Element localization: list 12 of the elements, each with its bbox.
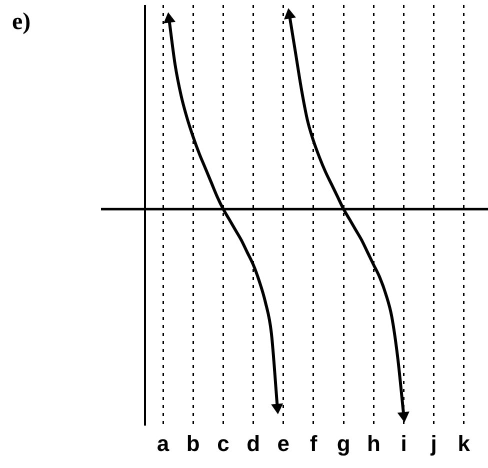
x-tick-label: a [156,430,170,456]
x-tick-label: k [458,430,471,456]
x-tick-label: j [430,430,437,456]
x-tick-label: e [277,430,290,456]
x-tick-label: c [217,430,230,456]
x-tick-label: f [310,430,318,456]
x-tick-label: b [186,430,200,456]
x-tick-label: h [366,430,380,456]
x-tick-label: i [400,430,407,456]
x-tick-label: d [246,430,260,456]
x-tick-label: g [336,430,350,456]
chart-title: e) [12,9,31,35]
